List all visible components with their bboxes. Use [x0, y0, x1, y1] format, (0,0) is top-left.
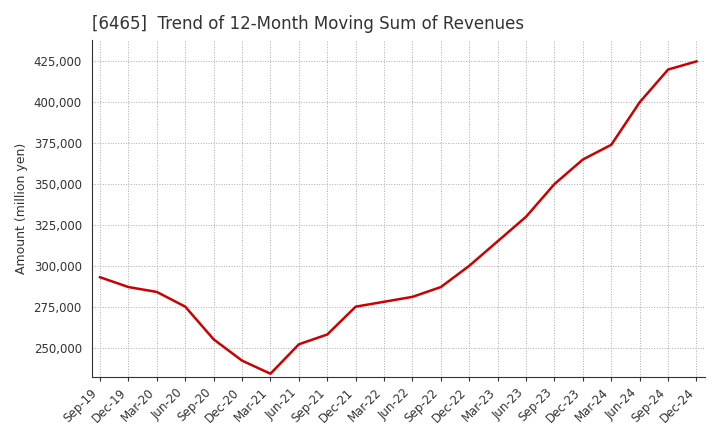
Y-axis label: Amount (million yen): Amount (million yen)	[15, 143, 28, 274]
Text: [6465]  Trend of 12-Month Moving Sum of Revenues: [6465] Trend of 12-Month Moving Sum of R…	[91, 15, 523, 33]
